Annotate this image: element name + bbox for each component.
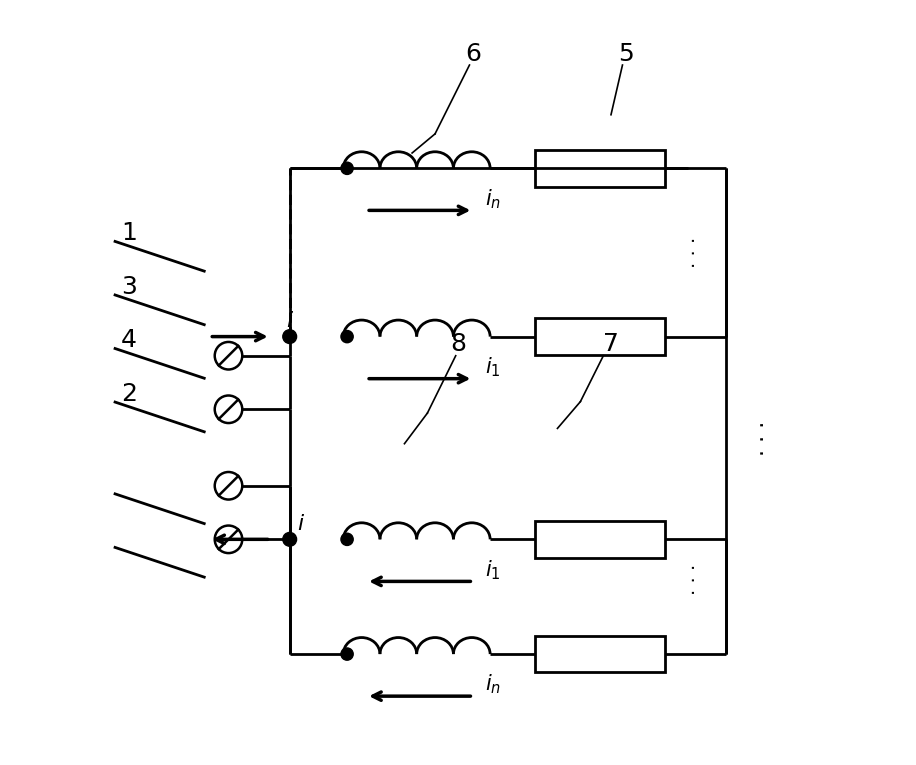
Text: · · ·: · · ·	[754, 420, 774, 456]
Text: $i_n$: $i_n$	[485, 673, 501, 696]
Text: 7: 7	[603, 332, 619, 356]
Text: $i_n$: $i_n$	[485, 187, 501, 210]
Circle shape	[283, 330, 297, 343]
Text: 1: 1	[121, 221, 137, 246]
Bar	[535, 521, 664, 558]
Circle shape	[341, 330, 354, 343]
Text: $i_1$: $i_1$	[485, 558, 500, 581]
Circle shape	[283, 532, 297, 546]
Circle shape	[341, 533, 354, 545]
Text: 6: 6	[465, 41, 481, 66]
Bar	[535, 150, 664, 187]
Circle shape	[341, 162, 354, 174]
Text: · · ·: · · ·	[686, 237, 704, 268]
Bar	[535, 318, 664, 355]
Circle shape	[341, 648, 354, 660]
Text: 5: 5	[618, 41, 634, 66]
Text: $i_1$: $i_1$	[485, 356, 500, 379]
Text: 3: 3	[121, 275, 137, 299]
Text: 8: 8	[450, 332, 466, 356]
Text: $i$: $i$	[286, 311, 294, 331]
Text: 2: 2	[121, 382, 137, 406]
Text: · · ·: · · ·	[686, 564, 704, 595]
Text: $i$: $i$	[298, 514, 305, 534]
Text: 4: 4	[121, 328, 137, 353]
Bar	[535, 636, 664, 672]
